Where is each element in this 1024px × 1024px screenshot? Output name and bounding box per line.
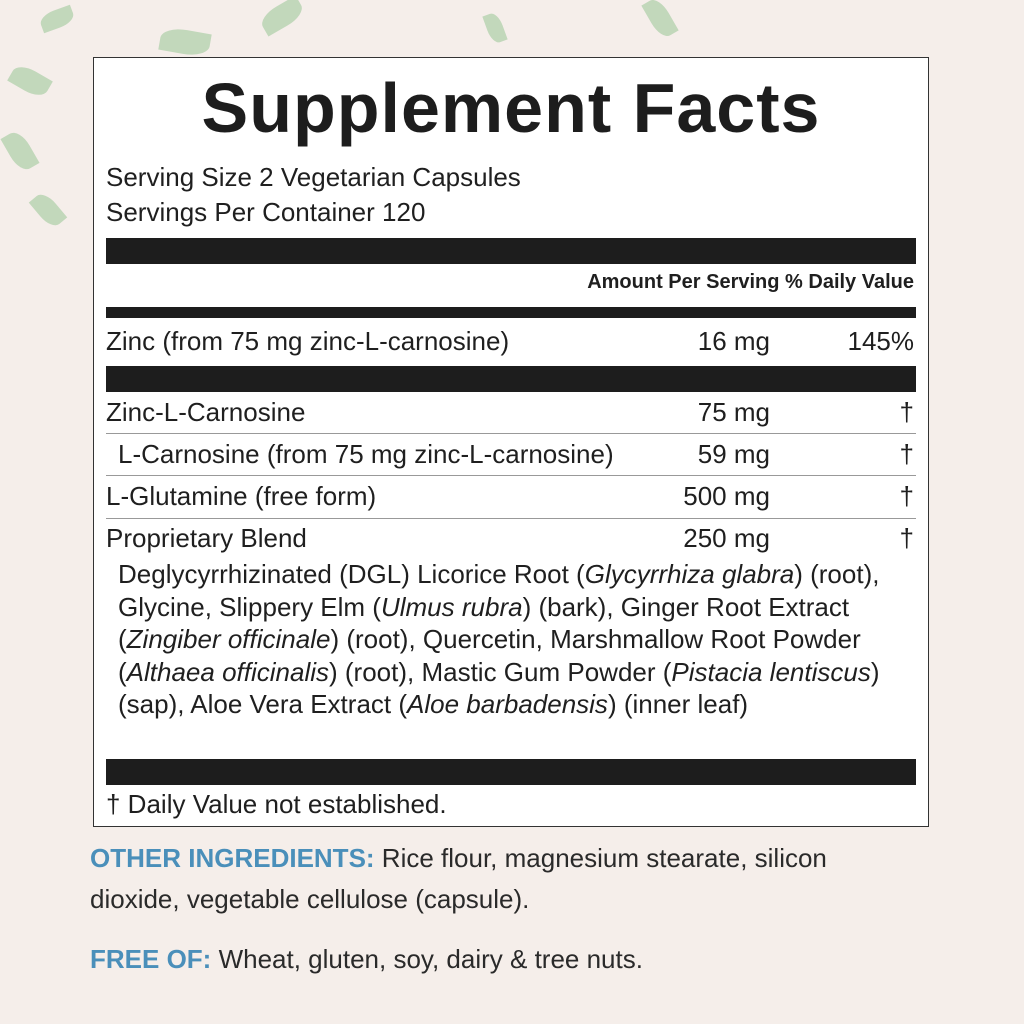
- botanical-name: Glycyrrhiza glabra: [584, 559, 795, 589]
- row-divider: [106, 475, 916, 476]
- nutrient-name: L-Glutamine (free form): [106, 481, 377, 511]
- blend-text: ) (root), Glycine, Slippery Elm (: [118, 559, 880, 622]
- botanical-name: Aloe barbadensis: [407, 689, 608, 719]
- nutrient-amount: 59 mg: [697, 439, 770, 469]
- column-headers: Amount Per Serving % Daily Value: [587, 271, 914, 294]
- nutrient-dv: †: [899, 397, 914, 427]
- divider-bar: [106, 759, 916, 785]
- divider-bar: [106, 238, 916, 264]
- blend-text: ) (root), Mastic Gum Powder (: [329, 656, 672, 687]
- botanical-name: Ulmus rubra: [380, 591, 523, 622]
- divider-bar: [106, 366, 916, 392]
- nutrient-name: L-Carnosine (from 75 mg zinc-L-carnosine…: [118, 439, 614, 469]
- blend-text: Deglycyrrhizinated (DGL) Licorice Root (: [118, 559, 585, 589]
- blend-text: ) (sap), Aloe Vera Extract (: [118, 656, 880, 720]
- nutrient-row: Zinc-L-Carnosine 75 mg †: [106, 395, 916, 429]
- nutrient-row: Proprietary Blend 250 mg †: [106, 521, 916, 555]
- blend-ingredients: Deglycyrrhizinated (DGL) Licorice Root (…: [118, 558, 916, 721]
- other-ingredients-label: OTHER INGREDIENTS:: [90, 843, 375, 873]
- free-of-label: FREE OF:: [90, 944, 212, 974]
- other-ingredients: OTHER INGREDIENTS: Rice flour, magnesium…: [90, 838, 890, 920]
- dv-header: % Daily Value: [785, 271, 914, 293]
- row-divider: [106, 433, 916, 434]
- serving-size: Serving Size 2 Vegetarian Capsules: [106, 162, 521, 192]
- other-ingredients-text: Rice flour, magnesium stearate, silicon …: [90, 843, 827, 914]
- nutrient-amount: 16 mg: [697, 326, 770, 356]
- nutrient-row: L-Carnosine (from 75 mg zinc-L-carnosine…: [106, 437, 916, 471]
- nutrient-amount: 75 mg: [697, 397, 770, 427]
- free-of: FREE OF: Wheat, gluten, soy, dairy & tre…: [90, 939, 890, 980]
- nutrient-name: Proprietary Blend: [106, 523, 307, 553]
- nutrient-dv: †: [899, 439, 914, 469]
- botanical-name: Pistacia lentiscus: [671, 656, 871, 687]
- nutrient-amount: 250 mg: [683, 523, 770, 553]
- supplement-facts-panel: Supplement Facts Serving Size 2 Vegetari…: [93, 57, 929, 827]
- nutrient-name: Zinc (from 75 mg zinc-L-carnosine): [106, 326, 510, 356]
- nutrient-dv: †: [899, 523, 914, 553]
- amount-header: Amount Per Serving: [587, 271, 780, 293]
- blend-text: ) (inner leaf): [607, 689, 749, 719]
- nutrient-dv: †: [899, 481, 914, 511]
- servings-per-container: Servings Per Container 120: [106, 197, 426, 227]
- botanical-name: Zingiber officinale: [126, 624, 331, 654]
- blend-text: ) (bark), Ginger Root Extract (: [118, 591, 850, 655]
- nutrient-row: Zinc (from 75 mg zinc-L-carnosine) 16 mg…: [106, 324, 916, 358]
- nutrient-row: L-Glutamine (free form) 500 mg †: [106, 479, 916, 513]
- row-divider: [106, 518, 916, 519]
- botanical-name: Althaea officinalis: [126, 656, 330, 687]
- footnote: † Daily Value not established.: [106, 789, 447, 819]
- nutrient-dv: 145%: [847, 326, 915, 356]
- free-of-text: Wheat, gluten, soy, dairy & tree nuts.: [211, 944, 643, 974]
- blend-text: ) (root), Quercetin, Marshmallow Root Po…: [118, 624, 861, 687]
- divider-bar: [106, 307, 916, 318]
- nutrient-name: Zinc-L-Carnosine: [106, 397, 306, 427]
- panel-title: Supplement Facts: [201, 69, 821, 147]
- nutrient-amount: 500 mg: [683, 481, 770, 511]
